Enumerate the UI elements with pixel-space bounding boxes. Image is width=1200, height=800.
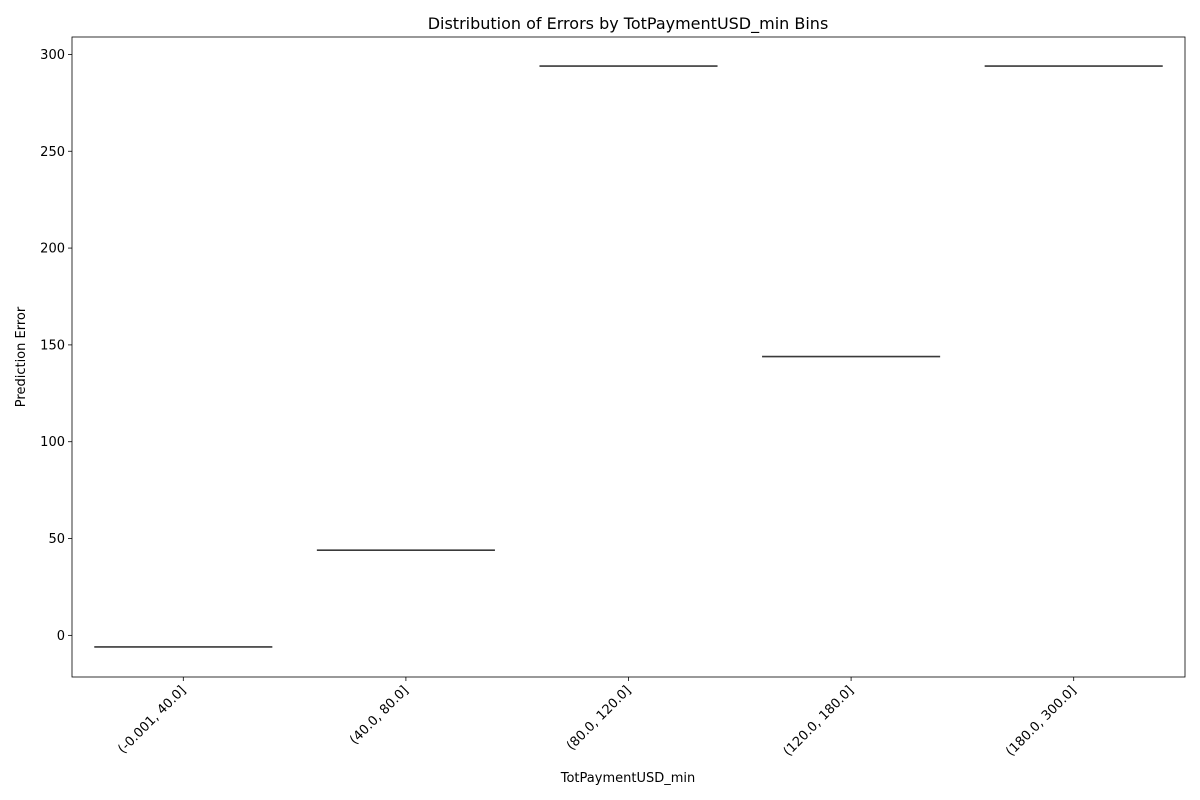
chart-title: Distribution of Errors by TotPaymentUSD_… — [428, 14, 829, 34]
x-axis-label: TotPaymentUSD_min — [560, 771, 696, 786]
y-tick-label-6: 300 — [40, 48, 65, 63]
x-tick-label-0: (-0.001, 40.0] — [115, 683, 189, 757]
axes-frame — [71, 36, 1186, 678]
y-tick-label-3: 150 — [40, 338, 65, 353]
y-axis-label: Prediction Error — [14, 306, 29, 407]
x-tick-label-2: (80.0, 120.0] — [564, 683, 634, 753]
x-tick-label-1: (40.0, 80.0] — [347, 683, 412, 748]
y-axis: 0 50 100 150 200 250 300 — [40, 48, 72, 644]
y-tick-label-1: 50 — [48, 532, 65, 547]
x-axis: (-0.001, 40.0] (40.0, 80.0] (80.0, 120.0] (… — [115, 677, 1080, 759]
y-tick-label-0: 0 — [57, 629, 65, 644]
x-tick-label-3: (120.0, 180.0] — [781, 683, 857, 759]
y-tick-label-5: 250 — [40, 145, 65, 160]
y-tick-label-2: 100 — [40, 435, 65, 450]
x-tick-label-4: (180.0, 300.0] — [1003, 683, 1079, 759]
y-tick-label-4: 200 — [40, 242, 65, 257]
plot-area — [71, 36, 1186, 678]
